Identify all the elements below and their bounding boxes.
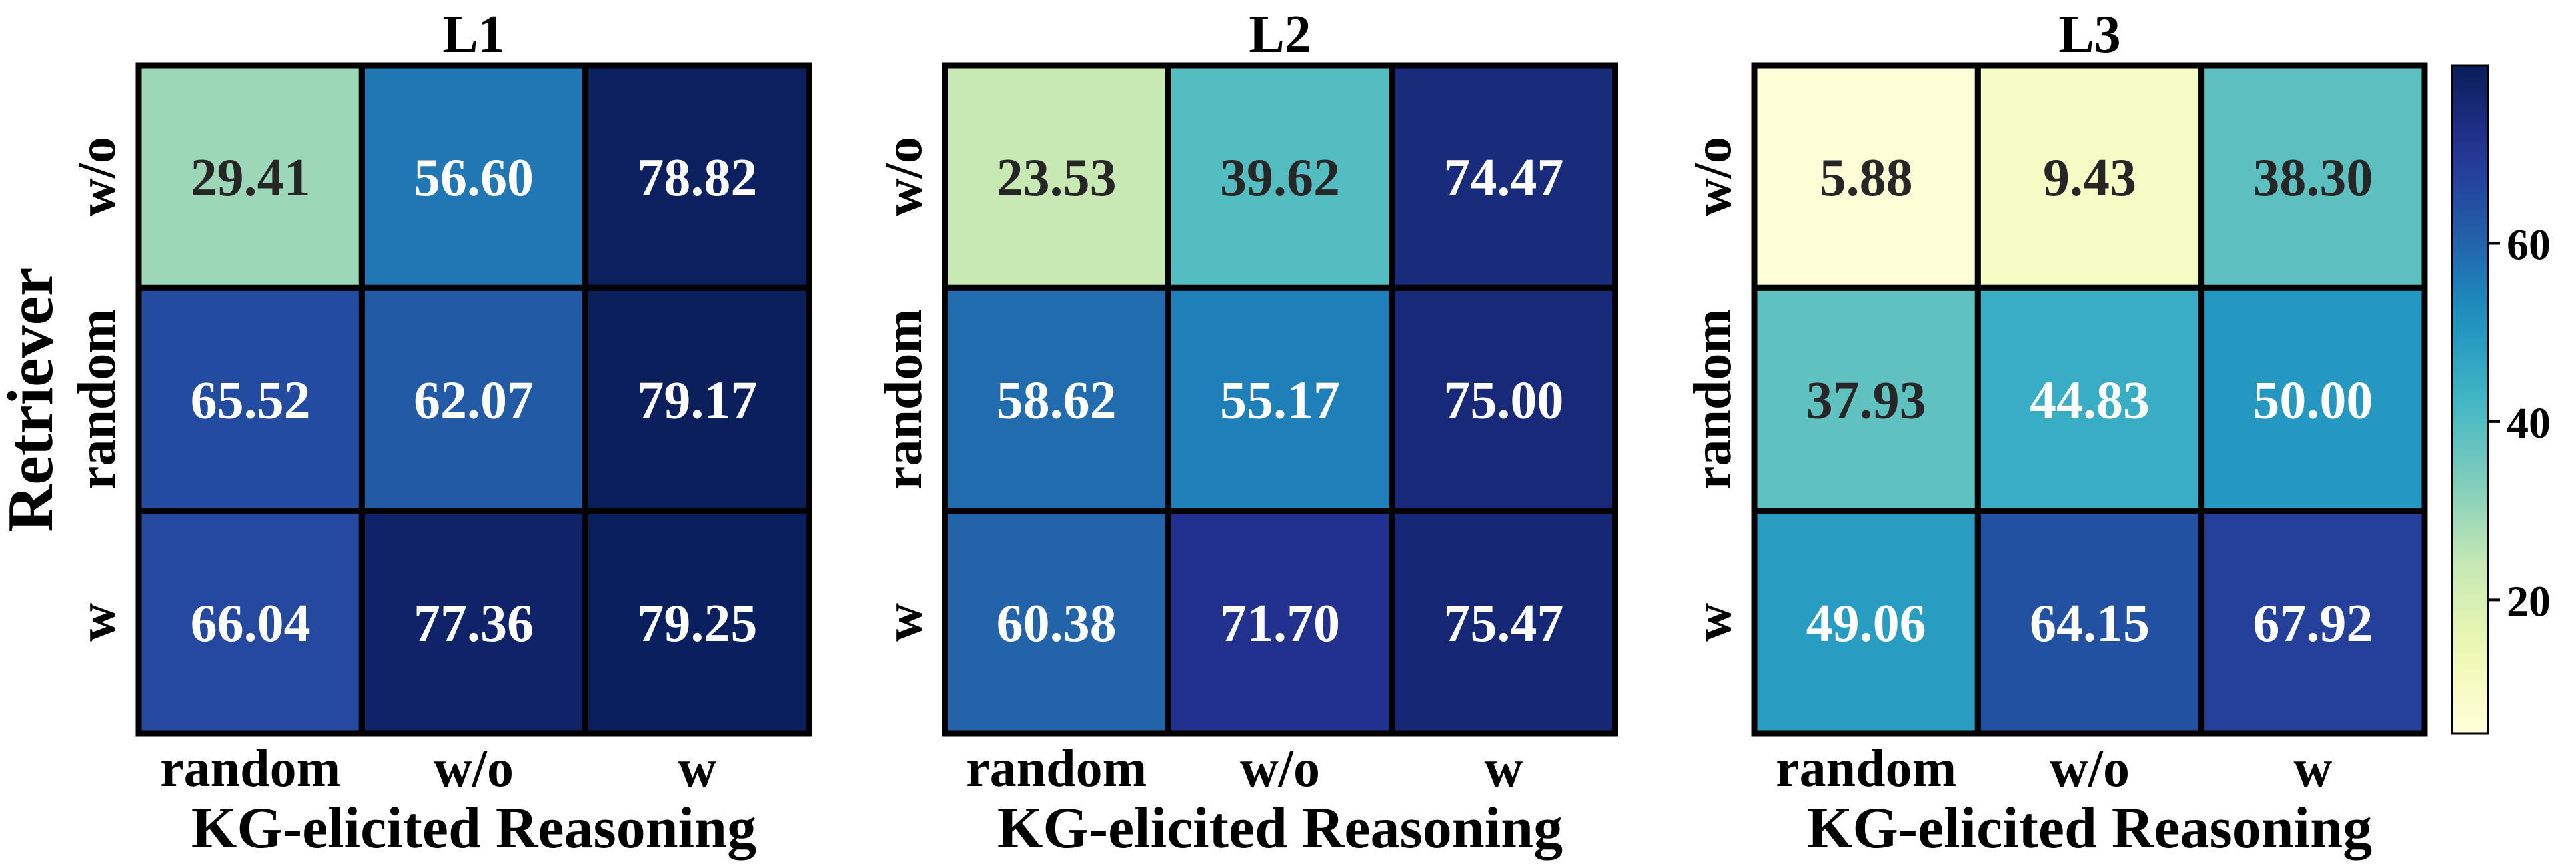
- y-tick-label: w: [874, 603, 933, 642]
- cell-value-label: 56.60: [414, 149, 534, 207]
- cell-value-label: 75.00: [1443, 372, 1563, 430]
- heatmap-panel: L2 23.53 39.62 74.47 58.62 55.17 75.00 60.38 71.…: [874, 5, 1618, 861]
- cell-value-label: 49.06: [1806, 594, 1926, 653]
- retriever-axis-label: Retriever: [0, 267, 67, 532]
- cell-value-label: 38.30: [2253, 149, 2373, 207]
- y-tick-label: w/o: [874, 137, 933, 216]
- cell-value-label: 37.93: [1806, 372, 1926, 430]
- heatmap-panel: L1 29.41 56.60 78.82 65.52 62.07 79.17 66.04 77.…: [68, 5, 812, 861]
- x-tick-label: random: [1776, 739, 1956, 798]
- cell-value-label: 9.43: [2043, 149, 2136, 207]
- panel-title: L3: [2058, 5, 2120, 64]
- cell-value-label: 5.88: [1820, 149, 1913, 207]
- x-axis-label: KG-elicited Reasoning: [997, 796, 1563, 861]
- x-tick-label: w/o: [2050, 739, 2130, 798]
- y-tick-label: random: [874, 309, 933, 490]
- cell-value-label: 71.70: [1220, 594, 1340, 653]
- heatmap-cell: [2198, 284, 2428, 514]
- panel-title: L2: [1249, 5, 1311, 64]
- cell-value-label: 65.52: [191, 372, 311, 430]
- cell-value-label: 55.17: [1220, 372, 1340, 430]
- cell-value-label: 74.47: [1443, 149, 1563, 207]
- heatmap-cell: [1751, 284, 1981, 514]
- cell-value-label: 75.47: [1443, 594, 1563, 653]
- cell-value-label: 67.92: [2253, 594, 2373, 653]
- x-axis-label: KG-elicited Reasoning: [1807, 796, 2372, 861]
- x-axis-label: KG-elicited Reasoning: [191, 796, 756, 861]
- heatmap-cell: [358, 62, 589, 291]
- panel-frame: [943, 63, 1617, 735]
- colorbar-tick-label: 60: [2507, 220, 2551, 269]
- x-tick-label: w/o: [1240, 739, 1320, 798]
- cell-value-label: 79.17: [637, 372, 757, 430]
- cell-value-label: 29.41: [191, 149, 311, 207]
- panel-frame: [1752, 63, 2427, 735]
- y-tick-label: w: [1684, 603, 1742, 642]
- colorbar-tick-label: 40: [2507, 399, 2551, 448]
- cell-value-label: 64.15: [2030, 594, 2150, 653]
- cell-value-label: 44.83: [2030, 372, 2150, 430]
- x-tick-label: w: [1484, 739, 1523, 798]
- y-tick-label: random: [1684, 309, 1742, 490]
- cell-value-label: 79.25: [637, 594, 757, 653]
- x-tick-label: random: [966, 739, 1147, 798]
- heatmap-cell: [1165, 62, 1395, 291]
- cell-value-label: 77.36: [414, 594, 534, 653]
- y-tick-label: w: [68, 603, 127, 642]
- panel-frame: [137, 63, 811, 735]
- colorbar: 20 40 60: [2451, 64, 2551, 735]
- cell-value-label: 60.38: [997, 594, 1117, 653]
- heatmap-cell: [358, 508, 589, 737]
- cell-value-label: 23.53: [997, 149, 1117, 207]
- cell-value-label: 62.07: [414, 372, 534, 430]
- cell-value-label: 66.04: [191, 594, 311, 653]
- heatmap-cell: [1389, 62, 1618, 291]
- heatmap-cell: [582, 284, 812, 514]
- panels-layer: L1 29.41 56.60 78.82 65.52 62.07 79.17 66.04 77.…: [68, 5, 2428, 861]
- cell-value-label: 50.00: [2253, 372, 2373, 430]
- heatmap-cell: [1165, 508, 1395, 737]
- x-tick-label: w: [678, 739, 716, 798]
- x-tick-label: w: [2293, 739, 2332, 798]
- heatmap-cell: [942, 508, 1171, 737]
- y-tick-label: w/o: [68, 137, 127, 216]
- cell-value-label: 58.62: [997, 372, 1117, 430]
- heatmap-cell: [1389, 284, 1618, 514]
- y-tick-label: random: [68, 309, 127, 490]
- cell-value-label: 78.82: [637, 149, 757, 207]
- heatmap-panel: L3 5.88 9.43 38.30 37.93 44.83 50.00 49.06 64.15…: [1684, 5, 2428, 861]
- colorbar-tick-label: 20: [2507, 577, 2551, 626]
- colorbar-gradient: [2451, 64, 2489, 735]
- y-tick-label: w/o: [1684, 137, 1742, 216]
- panel-title: L1: [442, 5, 504, 64]
- x-tick-label: w/o: [434, 739, 514, 798]
- x-tick-label: random: [160, 739, 340, 798]
- cell-value-label: 39.62: [1220, 149, 1340, 207]
